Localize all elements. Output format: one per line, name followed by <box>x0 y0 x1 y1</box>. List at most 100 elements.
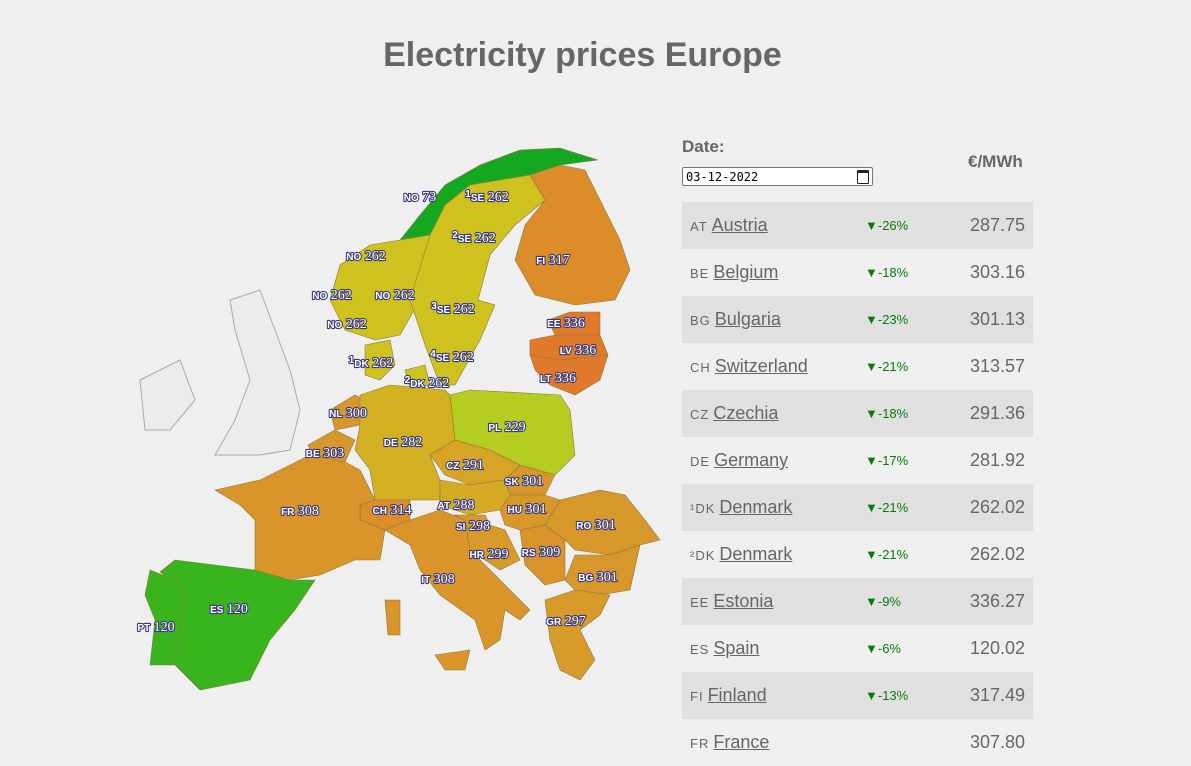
region-pt[interactable] <box>144 569 186 666</box>
price-value: 336.27 <box>945 578 1033 625</box>
region-lt[interactable] <box>529 354 609 396</box>
price-change: ▼-18% <box>865 390 945 437</box>
country-cell: BG Bulgaria <box>682 296 865 343</box>
price-value: 291.36 <box>945 390 1033 437</box>
country-link[interactable]: Spain <box>713 638 760 658</box>
table-row: DE Germany ▼-17% 281.92 <box>682 437 1033 484</box>
region-dk1[interactable] <box>364 339 396 381</box>
price-change: ▼-18% <box>865 265 909 280</box>
map-label: DE 282 <box>384 435 422 450</box>
country-link[interactable]: Austria <box>711 215 768 235</box>
price-value: 120.02 <box>969 638 1025 658</box>
map-label: GR 297 <box>546 614 586 629</box>
country-link[interactable]: Belgium <box>713 262 779 282</box>
country-cell: EE Estonia <box>682 578 865 625</box>
price-change: ▼-6% <box>865 641 901 656</box>
country-code: BE <box>690 266 710 281</box>
price-value: 313.57 <box>969 356 1025 376</box>
price-value: 262.02 <box>969 544 1025 564</box>
non-priced-country <box>139 359 196 431</box>
map-label: NO 262 <box>346 249 386 264</box>
map-label: FI 317 <box>536 253 569 268</box>
table-row: FR France 307.80 <box>682 719 1033 766</box>
country-link[interactable]: France <box>713 732 770 752</box>
region-it[interactable] <box>434 649 471 671</box>
country-link[interactable]: Czechia <box>713 403 779 423</box>
region-ee[interactable] <box>547 311 601 336</box>
country-cell: FI Finland <box>682 672 865 719</box>
country-code: DE <box>690 454 711 469</box>
price-value: 262.02 <box>945 484 1033 531</box>
calendar-icon[interactable] <box>857 169 869 184</box>
table-row: ¹DK Denmark ▼-21% 262.02 <box>682 484 1033 531</box>
map-label: PT 120 <box>137 620 174 635</box>
page-title: Electricity prices Europe <box>383 36 782 74</box>
region-bg[interactable] <box>564 544 641 596</box>
country-link[interactable]: Denmark <box>719 497 793 517</box>
table-row: ²DK Denmark ▼-21% 262.02 <box>682 531 1033 578</box>
map-label: 2SE 262 <box>452 230 495 246</box>
europe-price-map: NO 73 1SE 262 2SE 262 FI 317 NO 262 NO 262 NO … <box>136 147 661 691</box>
region-gr[interactable] <box>544 589 611 681</box>
table-row: BE Belgium ▼-18% 303.16 <box>682 249 1033 296</box>
country-code: ES <box>690 642 710 657</box>
country-cell: ¹DK Denmark <box>682 484 865 531</box>
map-label: 4SE 262 <box>430 349 473 365</box>
country-code: FR <box>690 736 710 751</box>
country-link[interactable]: Bulgaria <box>714 309 781 329</box>
region-dk2[interactable] <box>404 364 431 389</box>
map-label: RS 309 <box>522 545 560 560</box>
country-cell: CZ Czechia <box>682 390 865 437</box>
country-cell: DE Germany <box>682 437 865 484</box>
price-change: ▼-26% <box>865 202 945 249</box>
map-label: NL 300 <box>329 406 367 421</box>
map-label: IT 308 <box>421 572 454 587</box>
price-value: 287.75 <box>945 202 1033 249</box>
country-code: FI <box>690 689 704 704</box>
price-value: 307.80 <box>969 732 1025 752</box>
map-label: BG 301 <box>578 570 618 585</box>
map-label: CZ 291 <box>446 458 484 473</box>
region-fi[interactable] <box>514 164 631 306</box>
table-row: ES Spain ▼-6% 120.02 <box>682 625 1033 672</box>
map-label: 1DK 262 <box>349 355 394 371</box>
region-it[interactable] <box>384 509 531 651</box>
region-fr[interactable] <box>214 454 386 581</box>
map-label: NO 262 <box>327 317 367 332</box>
country-link[interactable]: Switzerland <box>714 356 808 376</box>
table-row: FI Finland ▼-13% 317.49 <box>682 672 1033 719</box>
map-label: AT 288 <box>437 498 474 513</box>
country-cell: ²DK Denmark <box>682 531 865 578</box>
region-it[interactable] <box>384 599 401 636</box>
non-priced-country <box>214 289 301 456</box>
price-value: 301.13 <box>945 296 1033 343</box>
country-link[interactable]: Germany <box>714 450 789 470</box>
table-row: AT Austria ▼-26% 287.75 <box>682 202 1033 249</box>
table-row: EE Estonia ▼-9% 336.27 <box>682 578 1033 625</box>
map-label: 2DK 262 <box>405 375 450 391</box>
date-input[interactable]: 03-12-2022 <box>682 167 873 186</box>
region-se[interactable] <box>409 174 546 386</box>
date-label: Date: <box>682 137 725 156</box>
table-row: CZ Czechia ▼-18% 291.36 <box>682 390 1033 437</box>
map-label: HR 299 <box>470 547 509 562</box>
country-cell: CH Switzerland <box>682 343 865 390</box>
price-change: ▼-21% <box>865 547 909 562</box>
map-label: BE 303 <box>306 446 344 461</box>
map-label: PL 229 <box>488 420 525 435</box>
map-label: CH 314 <box>373 503 412 518</box>
country-code: BG <box>690 313 711 328</box>
country-link[interactable]: Estonia <box>713 591 774 611</box>
map-label: SI 298 <box>456 519 490 534</box>
table-row: CH Switzerland ▼-21% 313.57 <box>682 343 1033 390</box>
country-cell: BE Belgium <box>682 249 865 296</box>
country-link[interactable]: Finland <box>707 685 767 705</box>
price-table: AT Austria ▼-26% 287.75 BE Belgium ▼-18% 30… <box>682 202 1033 766</box>
country-cell: FR France <box>682 719 865 766</box>
map-label: EE 336 <box>547 316 585 331</box>
country-cell: AT Austria <box>682 202 865 249</box>
country-code: CZ <box>690 407 710 422</box>
country-link[interactable]: Denmark <box>719 544 793 564</box>
country-cell: ES Spain <box>682 625 865 672</box>
price-change: ▼-21% <box>865 484 945 531</box>
